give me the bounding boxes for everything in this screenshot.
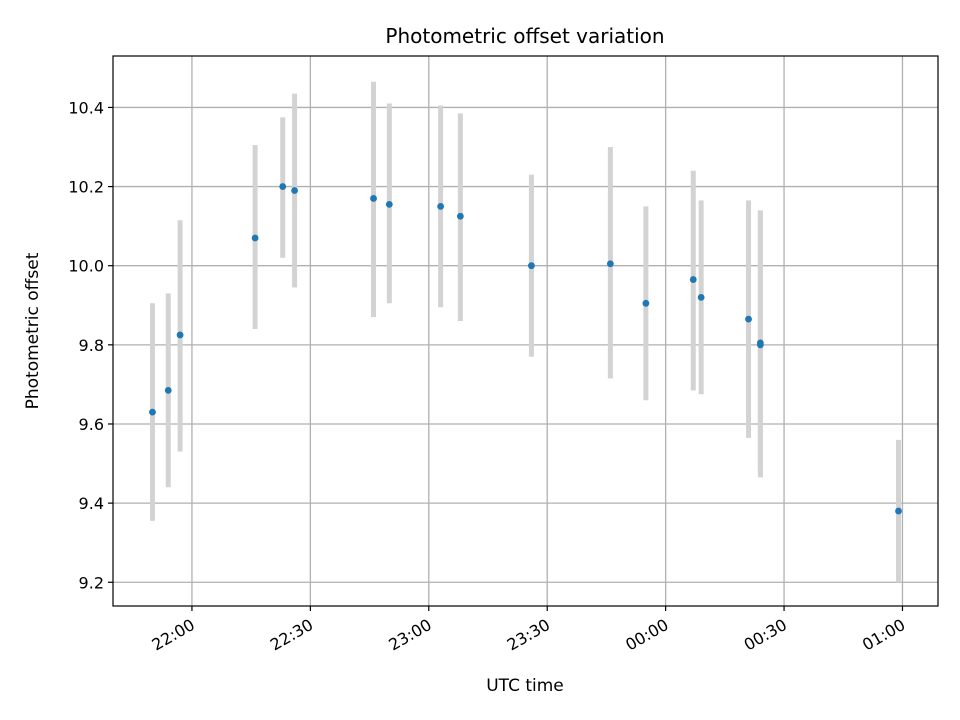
y-tick-label: 10.4 <box>68 98 104 117</box>
data-point <box>291 187 298 194</box>
y-axis-label: Photometric offset <box>23 252 43 409</box>
y-tick-label: 9.6 <box>79 415 104 434</box>
data-points <box>149 183 902 515</box>
data-point <box>606 260 614 268</box>
data-point <box>642 299 650 307</box>
data-point <box>149 408 156 416</box>
data-point <box>456 212 464 220</box>
data-point <box>437 202 445 210</box>
data-point <box>697 293 705 301</box>
y-tick-label: 10.0 <box>68 257 104 276</box>
data-point <box>385 200 393 208</box>
data-point <box>176 331 184 339</box>
y-tick-label: 9.4 <box>79 494 104 513</box>
data-point <box>689 276 697 283</box>
y-tick-label: 10.2 <box>68 178 104 197</box>
y-axis-ticks: 9.2 9.4 9.6 9.8 10.0 10.2 10.4 <box>68 98 113 592</box>
data-point <box>756 341 764 349</box>
data-point <box>251 234 259 242</box>
y-tick-label: 9.2 <box>79 573 104 592</box>
chart-title: Photometric offset variation <box>385 24 664 48</box>
plot-area-frame <box>112 55 939 607</box>
grid-lines <box>113 56 938 606</box>
data-point <box>164 386 172 394</box>
data-point <box>370 195 377 202</box>
y-tick-label: 9.8 <box>79 336 104 355</box>
data-point <box>528 262 535 270</box>
data-point <box>745 315 752 323</box>
x-axis-label: UTC time <box>486 676 564 696</box>
data-point <box>895 507 902 515</box>
data-point <box>279 183 287 190</box>
